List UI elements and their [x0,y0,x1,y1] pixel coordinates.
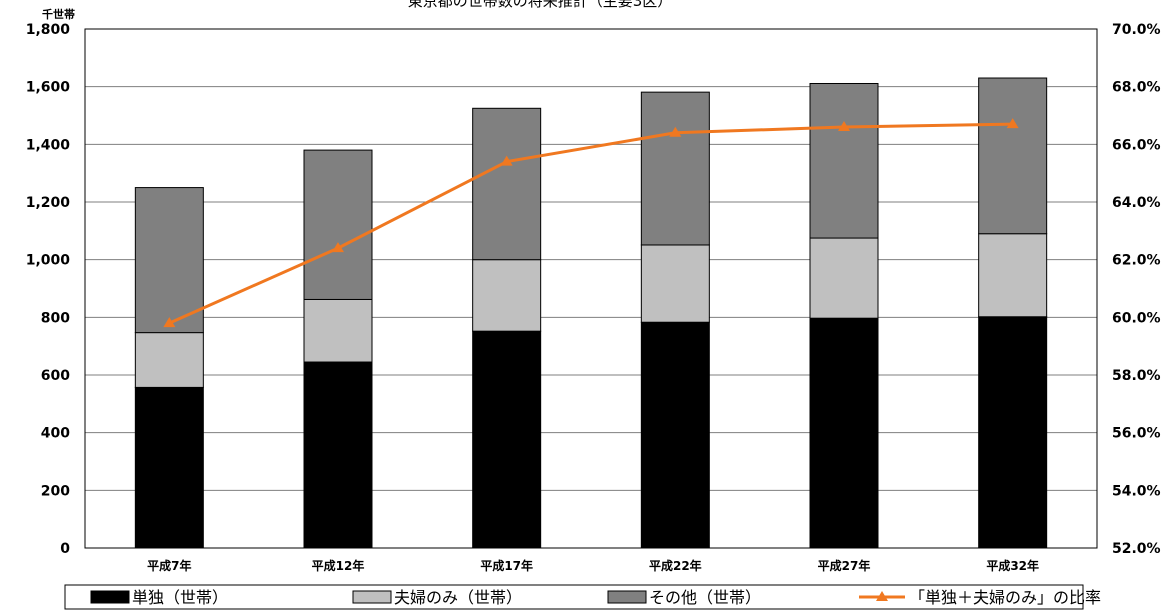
x-axis: 平成7年 平成12年 平成17年 平成22年 平成27年 平成32年 [147,558,1039,573]
legend-label: 夫婦のみ（世帯） [394,588,522,607]
legend-line-marker [876,591,888,601]
y-left-tick-label: 0 [60,541,70,557]
bar-single [978,316,1048,549]
bar-couple [303,298,373,363]
bar-single [809,317,879,549]
ratio-point [163,317,176,328]
y-right-tick-label: 60.0% [1112,310,1161,326]
y-left-tick-label: 200 [41,483,70,499]
y-left-tick-label: 1,800 [26,22,71,38]
legend-label: その他（世帯） [649,588,761,607]
x-tick-label: 平成12年 [312,558,365,573]
legend-swatch-couple [352,590,392,604]
plot-area-frame [84,28,1098,549]
bar-other [303,149,373,300]
ratio-point [332,242,344,253]
bar-other [809,82,879,239]
bar-couple [472,259,542,332]
bar-other [978,77,1048,235]
y-left-tick-label: 1,600 [26,80,71,96]
ratio-line [168,122,1013,325]
legend-swatch-other [607,590,647,604]
y-right-tick-label: 68.0% [1112,80,1161,96]
y-right-tick-label: 66.0% [1112,137,1161,153]
bar-couple [809,237,879,319]
y-left-tick-label: 1,400 [26,137,71,153]
x-tick-label: 平成17年 [480,558,533,573]
legend: 単独（世帯） 夫婦のみ（世帯） その他（世帯） 「単独＋夫婦のみ」の比率 [64,584,1101,610]
bar-other [472,107,542,261]
bar-single [640,321,710,549]
ratio-point [1006,118,1019,129]
y-left-tick-label: 600 [41,368,70,384]
y-left-tick-label: 800 [41,310,70,326]
left-axis: 0 200 400 600 800 1,000 1,200 1,400 1,600 1,800 [26,22,71,557]
bar-single [134,386,204,549]
bar-couple [640,244,710,323]
x-tick-label: 平成32年 [986,558,1039,573]
gridlines [85,28,1097,549]
bars [134,77,1048,549]
y-right-tick-label: 52.0% [1112,541,1161,557]
y-right-tick-label: 64.0% [1112,195,1161,211]
y-right-tick-label: 54.0% [1112,483,1161,499]
ratio-point [500,155,513,166]
right-axis: 52.0% 54.0% 56.0% 58.0% 60.0% 62.0% 64.0% 66.0%… [1112,22,1161,557]
x-tick-label: 平成27年 [818,558,871,573]
bar-other [640,91,710,246]
y-left-unit-label: 千世帯 [42,7,75,21]
y-left-tick-label: 1,000 [26,253,71,269]
ratio-point [669,126,682,137]
x-tick-label: 平成7年 [147,558,191,573]
y-left-tick-label: 1,200 [26,195,71,211]
y-right-tick-label: 56.0% [1112,426,1161,442]
legend-box [64,584,1084,610]
legend-label: 「単独＋夫婦のみ」の比率 [909,588,1101,607]
y-right-tick-label: 58.0% [1112,368,1161,384]
bar-couple [978,233,1048,318]
bar-other [134,187,204,334]
legend-swatch-single [90,590,130,604]
y-right-tick-label: 70.0% [1112,22,1161,38]
x-tick-label: 平成22年 [649,558,702,573]
bar-couple [134,332,204,388]
legend-label: 単独（世帯） [132,588,228,607]
y-left-tick-label: 400 [41,426,70,442]
y-right-tick-label: 62.0% [1112,253,1161,269]
bar-single [303,361,373,549]
chart-title: 東京都の世帯数の将来推計（主要3区） [408,0,673,10]
ratio-line-layer [163,118,1019,328]
bar-single [472,330,542,549]
ratio-point [838,121,850,132]
